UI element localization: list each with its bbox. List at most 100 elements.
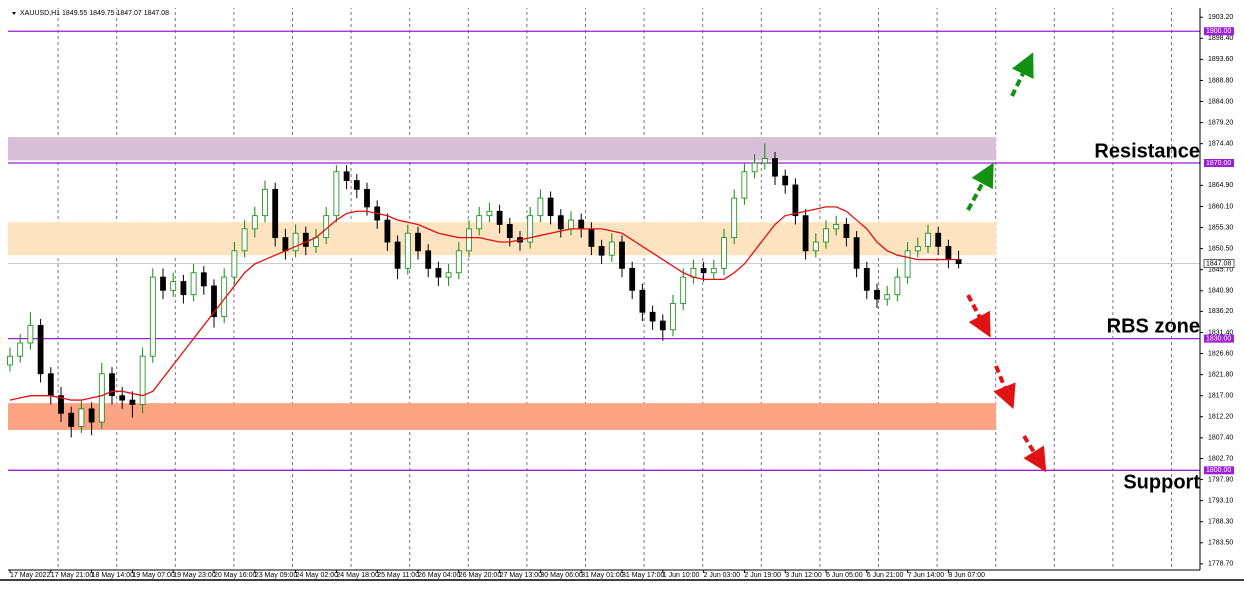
x-tick-label: 19 May 23:00 [173,572,216,579]
level-label-box [1204,27,1234,36]
x-tick-label: 18 May 14:00 [92,572,135,579]
candle-body [772,158,778,177]
x-tick-label: 25 May 11:00 [377,572,419,579]
candle-body [598,246,605,256]
candle-body [812,241,819,252]
candle-body [496,210,503,225]
candle-body [231,250,238,278]
candle-body [608,241,615,256]
candle-body [404,232,411,269]
down-arrow [1022,434,1047,473]
candle-body [935,232,942,247]
level-label: 1900.00 [1206,28,1231,35]
x-tick-label: 23 May 09:00 [255,572,298,579]
candle-body [47,373,54,397]
candle-body [353,180,360,190]
candle-body [761,158,768,164]
arrows [966,52,1047,473]
x-tick-label: 1 Jun 10:00 [663,572,700,579]
vertical-grid [8,8,1200,570]
candle-body [200,272,207,287]
candle-body [547,197,554,217]
x-tick-label: 20 May 16:00 [214,572,257,579]
candle-body [659,320,666,331]
annotation: RBS zone [1107,315,1200,337]
y-tick-label: 1783.50 [1208,540,1233,547]
candle-body [98,373,105,423]
candle-body [629,267,636,291]
candle-body [251,215,258,230]
y-tick-label: 1797.90 [1208,476,1233,483]
candle-body [486,210,493,217]
candle-body [149,276,156,357]
x-tick-label: 2 Jun 03:00 [704,572,741,579]
x-tick-label: 6 Jun 05:00 [826,572,863,579]
candle-body [619,241,625,269]
candle-body [578,219,585,230]
candle-body [670,303,676,331]
candle-body [802,215,809,252]
candle-body [466,228,472,252]
x-tick-label: 2 Jun 19:00 [744,572,781,579]
zone [8,137,996,161]
candle-body [445,272,452,278]
moving-average [9,206,959,401]
y-tick-label: 1884.00 [1208,98,1233,105]
candle-body [364,188,370,208]
candle-body [639,289,646,313]
level-label: 1800.00 [1206,467,1231,474]
y-tick-label: 1860.10 [1208,203,1233,210]
annotation: Resistance [1094,140,1200,162]
x-tick-label: 6 Jun 21:00 [867,572,904,579]
chart-title: XAUUSD,H1 1849.55 1849.75 1847.07 1847.0… [20,10,169,17]
candle-body [588,228,595,247]
y-tick-label: 1879.20 [1208,119,1233,126]
candle-body [17,342,24,357]
candle-body [843,224,850,239]
candle-body [874,289,880,300]
candle-body [731,197,738,239]
candle-body [455,250,462,274]
candle-body [741,171,748,199]
y-tick-label: 1840.90 [1208,288,1233,295]
candle-body [649,311,656,322]
candle-body [853,237,860,269]
y-tick-label: 1831.40 [1208,329,1233,336]
candle-body [700,267,707,274]
candle-body [476,215,483,230]
y-tick-label: 1778.70 [1208,561,1233,568]
y-tick-label: 1817.00 [1208,393,1233,400]
candle-body [333,171,340,217]
x-tick-label: 17 May 21:00 [51,572,94,579]
level-label-box [1204,158,1234,167]
level-label: 1830.00 [1206,335,1231,342]
y-tick-label: 1874.40 [1208,141,1233,148]
up-arrow [1010,52,1034,97]
candle-body [170,281,177,291]
y-tick-label: 1850.50 [1208,245,1233,252]
candle-body [425,250,432,269]
zone [8,222,996,256]
x-tick-label: 8 Jun 07:00 [948,572,985,579]
x-tick-label: 24 May 02:00 [296,572,339,579]
candle-body [384,219,391,243]
x-tick-label: 27 May 13:00 [500,572,543,579]
up-arrow [966,162,994,211]
candle-body [241,228,248,252]
candle-body [343,171,350,181]
candle-body [160,276,166,291]
candle-body [914,246,921,252]
x-tick-label: 30 May 06:00 [540,572,583,579]
candle-body [751,162,758,173]
candle-body [557,215,564,230]
candle-body [139,355,146,405]
candle-body [721,237,727,269]
y-tick-label: 1812.20 [1208,414,1233,421]
candle-body [129,399,136,405]
candle-body [884,294,891,300]
y-tick-label: 1845.70 [1208,267,1233,274]
x-tick-label: 19 May 07:00 [132,572,175,579]
x-tick-label: 7 Jun 14:00 [908,572,945,579]
y-tick-label: 1788.30 [1208,519,1233,526]
current-price-label: 1847.08 [1206,260,1231,267]
